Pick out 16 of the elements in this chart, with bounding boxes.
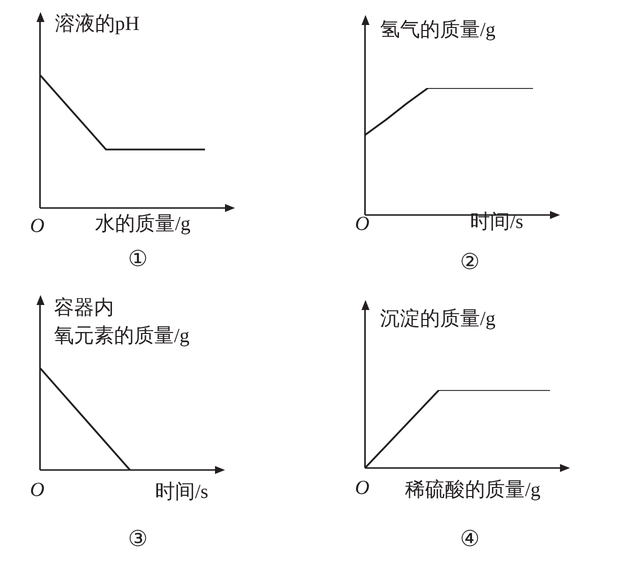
x-axis-title: 稀硫酸的质量/g [405, 478, 541, 503]
y-axis-title: 沉淀的质量/g [380, 308, 496, 330]
text: O [355, 476, 370, 501]
annotation: O [355, 212, 370, 237]
text: ② [460, 248, 480, 276]
text: ④ [460, 525, 480, 553]
text: O [30, 478, 44, 503]
x-axis-title: 时间/s [155, 480, 208, 505]
text: ③ [128, 525, 148, 553]
y-axis-title: 氢气的质量/g [380, 19, 496, 41]
text: O [30, 214, 44, 239]
y-axis-title: 溶液的pH [55, 13, 140, 35]
y-axis-title: 容器内氧元素的质量/g [54, 297, 190, 347]
x-axis-title: 水的质量/g [95, 212, 191, 237]
text: ① [128, 245, 148, 273]
x-axis-title: 时间/s [470, 210, 524, 235]
